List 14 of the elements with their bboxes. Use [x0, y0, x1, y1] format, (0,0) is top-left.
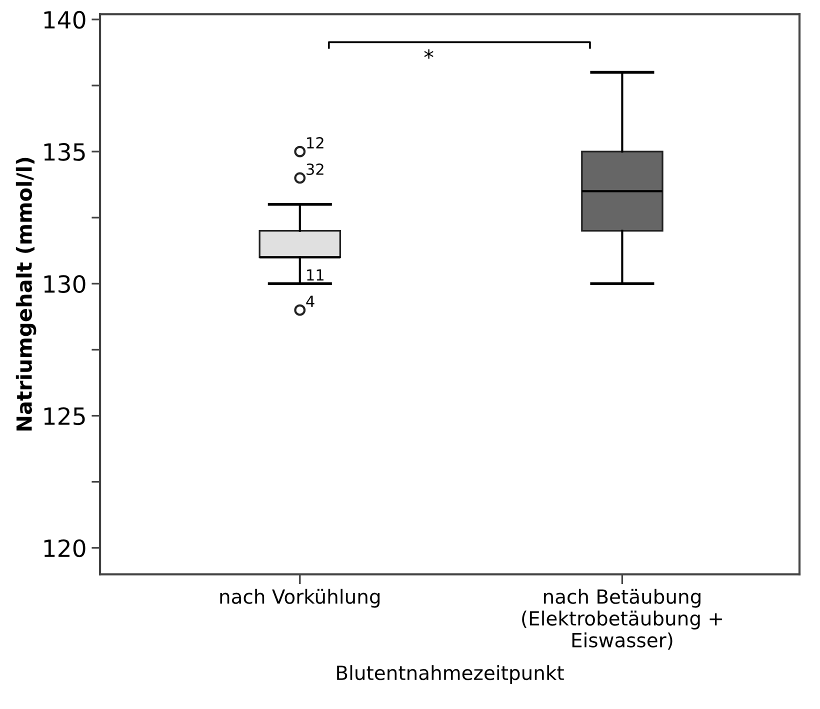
- annotation: 32: [306, 163, 324, 176]
- y-tick-label: 140: [44, 10, 86, 29]
- y-tick-label: 135: [44, 143, 85, 161]
- x-axis-title: Blutentnahmezeitpunkt: [337, 665, 564, 684]
- annotation: *: [424, 49, 434, 59]
- annotation: 11: [307, 269, 324, 280]
- y-tick-label: 120: [44, 539, 86, 558]
- y-axis-title: Natriumgehalt (mmol/l): [16, 158, 36, 430]
- y-tick-label: 125: [44, 407, 85, 426]
- x-tick-label: nach Vorkühlung: [220, 588, 380, 608]
- annotation: 12: [307, 137, 324, 148]
- annotation: 4: [306, 296, 314, 307]
- y-tick-label: 130: [44, 275, 86, 293]
- x-tick-label: nach Betäubung (Elektrobetäubung + Eiswasser): [522, 588, 722, 650]
